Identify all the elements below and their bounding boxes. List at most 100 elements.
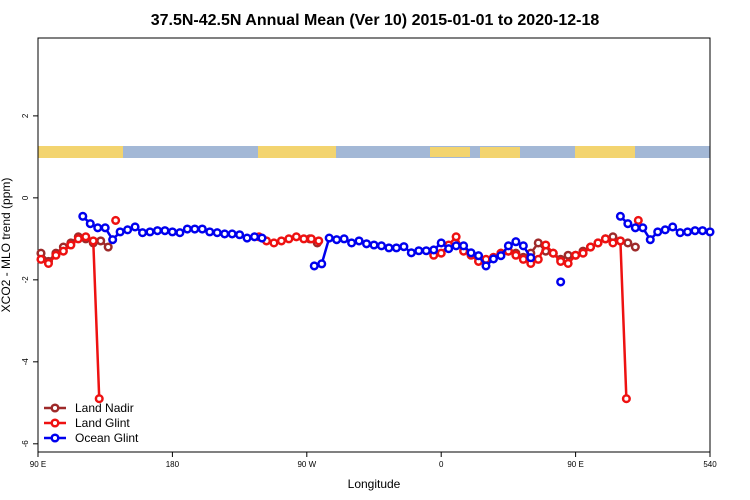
chart-title: 37.5N-42.5N Annual Mean (Ver 10) 2015-01… <box>151 12 600 29</box>
data-point <box>511 250 521 260</box>
data-point <box>299 234 309 244</box>
data-point <box>257 233 267 243</box>
data-point <box>518 241 528 251</box>
data-point <box>633 215 643 225</box>
data-point <box>593 238 603 248</box>
data-point <box>459 241 469 251</box>
data-point <box>205 227 215 237</box>
data-point <box>615 236 625 246</box>
data-point <box>444 244 454 254</box>
legend-marker <box>50 418 60 428</box>
data-point <box>615 211 625 221</box>
data-point <box>705 227 715 237</box>
data-point <box>317 259 327 269</box>
data-point <box>660 225 670 235</box>
data-point <box>621 394 631 404</box>
data-point <box>306 234 316 244</box>
data-point <box>227 229 237 239</box>
data-point <box>414 246 424 256</box>
data-point <box>645 235 655 245</box>
data-point <box>630 223 640 233</box>
data-point <box>108 235 118 245</box>
data-point <box>436 238 446 248</box>
data-point <box>220 229 230 239</box>
y-tick-label: 0 <box>21 195 30 200</box>
y-tick-label: -4 <box>21 358 30 366</box>
data-point <box>58 246 68 256</box>
plot-frame <box>37 37 711 453</box>
data-point <box>354 236 364 246</box>
data-point <box>175 228 185 238</box>
data-point <box>600 234 611 244</box>
data-point <box>96 236 106 246</box>
data-point <box>406 248 416 258</box>
x-tick-label: 0 <box>439 460 444 469</box>
data-point <box>369 240 379 250</box>
data-point <box>361 239 372 249</box>
data-point <box>43 258 54 268</box>
data-point <box>503 241 513 251</box>
data-point <box>421 246 431 256</box>
data-point <box>638 223 648 233</box>
data-point <box>391 243 401 253</box>
data-point <box>88 236 98 246</box>
data-point <box>683 227 693 237</box>
data-point <box>235 230 245 240</box>
data-point <box>429 245 439 255</box>
data-point <box>249 232 260 242</box>
data-point <box>339 234 349 244</box>
data-point <box>197 224 207 234</box>
data-point <box>81 232 91 242</box>
x-axis-label: Longitude <box>348 477 401 491</box>
data-point <box>276 236 286 246</box>
data-point <box>511 237 521 247</box>
data-point <box>36 254 46 264</box>
data-point <box>488 254 499 264</box>
data-point <box>623 238 633 248</box>
data-point <box>376 241 387 251</box>
data-point <box>675 228 685 238</box>
data-point <box>160 226 170 236</box>
data-point <box>526 253 536 263</box>
data-point <box>51 250 61 260</box>
data-point <box>167 227 177 237</box>
data-point <box>436 248 446 258</box>
data-point <box>94 394 104 404</box>
data-point <box>556 277 566 287</box>
x-tick-label: 540 <box>703 460 717 469</box>
data-point <box>85 219 95 229</box>
data-point <box>347 238 357 248</box>
legend-marker <box>50 433 60 443</box>
data-point <box>578 248 588 258</box>
data-point <box>697 226 708 236</box>
data-point <box>78 211 88 221</box>
legend-label: Ocean Glint <box>75 431 139 445</box>
data-point <box>481 261 491 271</box>
data-point <box>563 258 573 268</box>
data-point <box>466 248 476 258</box>
x-tick-label: 90 W <box>297 460 316 469</box>
data-point <box>384 243 394 253</box>
data-point <box>533 238 543 248</box>
y-axis-label: XCO2 - MLO trend (ppm) <box>0 178 13 313</box>
data-point <box>623 219 633 229</box>
map-strip <box>38 146 710 158</box>
data-point <box>103 242 113 252</box>
data-point <box>690 226 700 236</box>
data-point <box>190 224 200 234</box>
data-point <box>548 248 558 258</box>
legend-label: Land Nadir <box>75 401 134 415</box>
data-point <box>585 242 596 252</box>
y-tick-label: -6 <box>21 440 30 448</box>
data-point <box>451 241 461 251</box>
data-point <box>556 256 566 266</box>
data-point <box>130 222 140 232</box>
y-tick-label: -2 <box>21 276 30 284</box>
data-point <box>111 215 121 225</box>
y-tick-label: 2 <box>21 113 30 118</box>
data-point <box>541 240 551 250</box>
data-point <box>668 222 678 232</box>
data-point <box>291 232 301 242</box>
data-point <box>145 227 155 237</box>
